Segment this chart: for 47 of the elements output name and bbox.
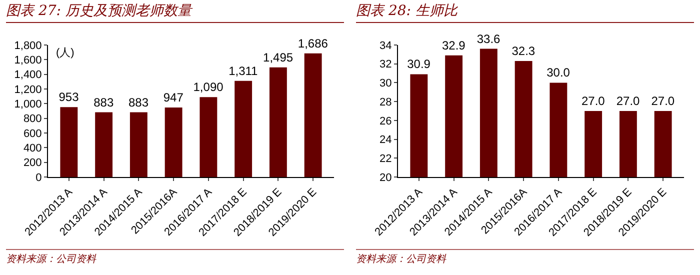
- text: 资料来源：公司资料: [6, 249, 344, 266]
- y-tick-label: 1,400: [14, 69, 42, 82]
- bar: [164, 108, 182, 177]
- y-tick-label: 22: [380, 152, 392, 165]
- y-tick-label: 1,200: [14, 84, 42, 96]
- data-label: 27.0: [651, 94, 675, 108]
- y-tick-label: 1,800: [14, 40, 42, 52]
- y-tick-label: 1,000: [14, 98, 42, 111]
- bar: [60, 107, 78, 177]
- chart-title: 图表 27: 历史及预测老师数量: [6, 0, 344, 23]
- bar: [234, 80, 252, 177]
- data-label: 30.0: [546, 66, 570, 80]
- bar: [130, 112, 148, 177]
- y-tick-label: 26: [380, 115, 392, 128]
- bar: [200, 97, 218, 177]
- y-tick-label: 34: [380, 40, 392, 52]
- y-tick-label: 28: [380, 96, 392, 108]
- data-label: 883: [94, 95, 114, 110]
- y-tick-label: 20: [380, 172, 392, 184]
- data-label: 30.9: [407, 57, 431, 72]
- y-axis-title: (人): [56, 47, 74, 59]
- data-label: 27.0: [581, 94, 606, 108]
- text: 资料来源：公司资料: [356, 249, 694, 266]
- y-tick-label: 600: [23, 128, 42, 140]
- bar: [269, 67, 287, 177]
- data-label: 1,495: [263, 50, 294, 64]
- y-tick-label: 30: [380, 78, 392, 90]
- y-tick-label: 200: [23, 157, 42, 170]
- y-tick-label: 24: [380, 134, 392, 146]
- data-label: 1,311: [228, 64, 258, 78]
- y-tick-label: 32: [380, 58, 392, 71]
- data-label: 947: [163, 90, 184, 105]
- data-label: 27.0: [616, 94, 640, 108]
- data-label: 883: [128, 95, 149, 110]
- data-label: 1,686: [298, 36, 328, 50]
- y-tick-label: 0: [36, 172, 42, 184]
- data-label: 953: [58, 90, 80, 104]
- bar: [95, 112, 113, 177]
- y-tick-label: 800: [23, 113, 42, 126]
- data-label: 1,090: [193, 80, 224, 94]
- chart-title: 图表 28: 生师比: [356, 0, 694, 23]
- data-label: 32.3: [512, 44, 536, 58]
- y-tick-label: 400: [23, 142, 42, 155]
- y-tick-label: 1,600: [14, 54, 42, 67]
- data-label: 32.9: [442, 38, 466, 52]
- data-label: 33.6: [476, 32, 501, 46]
- bar: [304, 53, 322, 177]
